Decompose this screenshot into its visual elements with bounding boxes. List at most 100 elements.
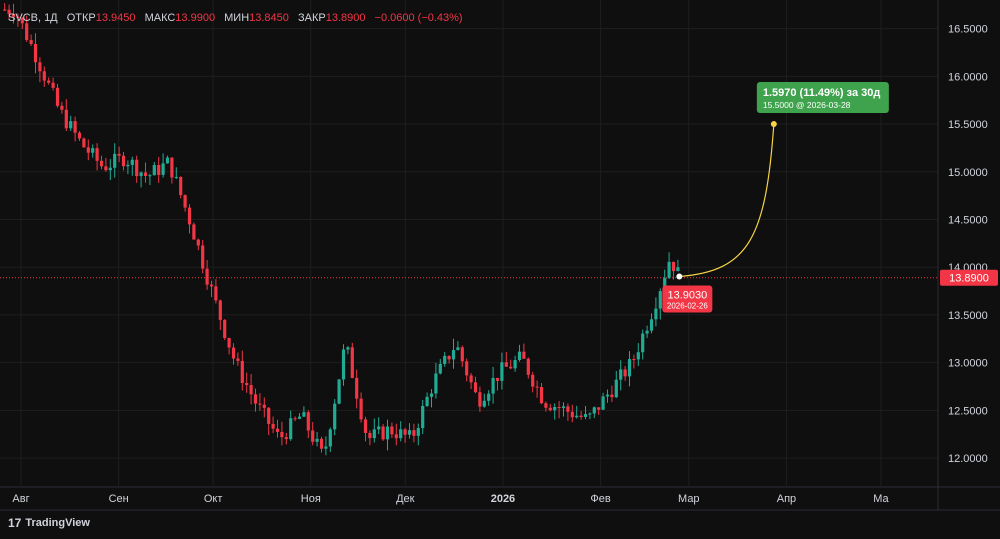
candle xyxy=(152,165,156,176)
candle xyxy=(597,407,601,410)
candle xyxy=(535,386,539,388)
candle xyxy=(223,319,227,338)
y-tick-label: 15.5000 xyxy=(948,119,988,131)
last-price-label: 13.8900 xyxy=(949,273,989,285)
candle xyxy=(531,374,535,387)
candle xyxy=(394,434,398,439)
time-axis[interactable]: Авг Сен Окт Ноя Дек 2026 Фев Мар Апр Ма xyxy=(12,493,889,505)
candle xyxy=(473,382,478,393)
low-value: 13.8450 xyxy=(249,12,289,24)
candle xyxy=(324,446,328,449)
candle xyxy=(240,360,244,383)
candle xyxy=(522,351,526,359)
x-tick-label: Ма xyxy=(873,493,889,505)
candle xyxy=(135,159,139,177)
candle xyxy=(3,9,7,11)
current-point-badge xyxy=(662,285,713,313)
candle xyxy=(671,261,676,272)
high-value: 13.9900 xyxy=(175,12,216,24)
candle xyxy=(201,245,205,269)
candle xyxy=(504,362,508,367)
candle xyxy=(421,405,425,429)
close-value: 13.8900 xyxy=(325,12,366,24)
open-value: 13.9450 xyxy=(95,12,136,24)
tradingview-logo-icon: 17 xyxy=(8,516,22,530)
candle xyxy=(47,80,51,83)
candle xyxy=(16,16,20,18)
price-axis[interactable]: 12.000012.500013.000013.500014.000014.50… xyxy=(940,24,998,465)
candle xyxy=(113,153,117,168)
candle xyxy=(399,429,403,439)
candle xyxy=(513,360,517,369)
x-tick-label: Окт xyxy=(204,493,223,505)
x-tick-label: Сен xyxy=(109,493,129,505)
candle xyxy=(456,347,460,350)
symbol-label[interactable]: SVCB, 1Д xyxy=(8,12,58,24)
tradingview-branding[interactable]: 17 TradingView xyxy=(8,516,90,530)
candle xyxy=(561,406,566,409)
candle xyxy=(385,426,390,440)
candle xyxy=(205,268,209,285)
close-label: ЗАКР xyxy=(297,12,326,24)
candle xyxy=(619,369,623,380)
candle xyxy=(51,82,55,88)
low-label: МИН xyxy=(224,12,250,24)
candle xyxy=(7,9,11,14)
candle xyxy=(614,379,618,398)
high-label: МАКС xyxy=(144,12,176,24)
candle xyxy=(165,157,170,164)
candle xyxy=(495,377,500,381)
current-point-date: 2026-02-26 xyxy=(667,301,708,310)
candle xyxy=(231,347,236,359)
candle xyxy=(258,403,262,405)
candle xyxy=(434,373,438,394)
candle xyxy=(487,393,491,401)
x-tick-label: Авг xyxy=(12,493,29,505)
candle xyxy=(130,159,134,165)
change-value: −0.0600 (−0.43%) xyxy=(374,12,463,24)
candle xyxy=(654,308,658,320)
candle xyxy=(328,429,332,447)
candle xyxy=(443,355,447,364)
candle xyxy=(429,393,434,397)
y-tick-label: 12.0000 xyxy=(948,453,988,465)
x-tick-label: Апр xyxy=(777,493,796,505)
candle xyxy=(187,207,192,225)
candle xyxy=(29,40,33,44)
candle xyxy=(333,403,337,430)
candle xyxy=(663,277,667,292)
candle xyxy=(451,349,456,360)
candle xyxy=(517,351,522,361)
candle xyxy=(253,394,258,404)
candle xyxy=(566,406,570,412)
candle xyxy=(412,430,416,436)
candle xyxy=(157,165,161,175)
candle xyxy=(236,358,240,361)
candle xyxy=(25,23,29,41)
candle xyxy=(676,267,680,272)
candle xyxy=(284,437,288,440)
candle xyxy=(218,300,222,320)
candle xyxy=(183,195,187,208)
candle xyxy=(645,330,649,334)
y-tick-label: 15.0000 xyxy=(948,167,988,179)
candle xyxy=(570,411,574,418)
candle xyxy=(632,359,636,361)
candle xyxy=(82,138,86,148)
forecast-change-label: 1.5970 (11.49%) за 30д xyxy=(763,87,881,99)
candle xyxy=(636,352,640,360)
candle xyxy=(601,396,605,410)
candle xyxy=(315,438,319,442)
candle xyxy=(355,377,359,399)
candle xyxy=(42,71,46,81)
current-point-value: 13.9030 xyxy=(667,289,707,301)
candle xyxy=(20,17,24,24)
candle xyxy=(249,385,253,395)
candle xyxy=(64,109,68,129)
candle xyxy=(86,147,90,153)
candle xyxy=(649,319,654,331)
candle xyxy=(526,358,530,375)
